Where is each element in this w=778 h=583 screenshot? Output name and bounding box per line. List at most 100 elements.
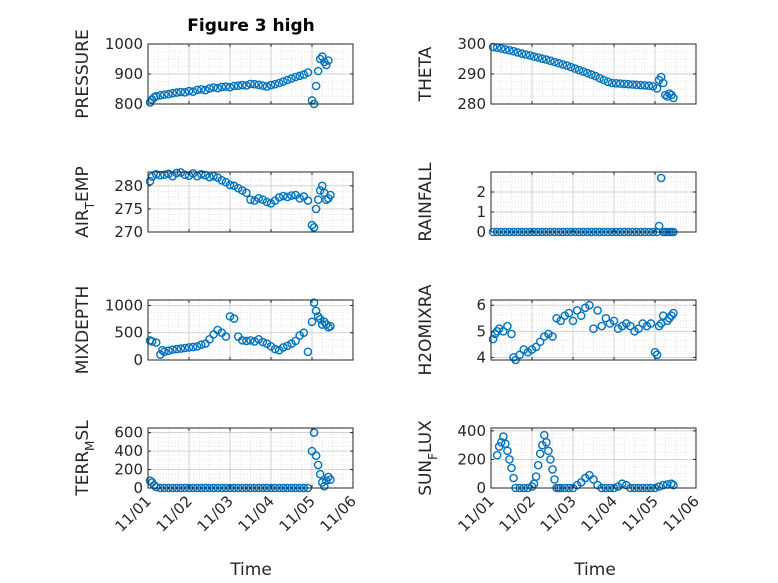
- figure-title: Figure 3 high: [187, 16, 315, 36]
- subplot-5: 0 500 1000 MIXDEPTH: [73, 286, 354, 375]
- data-point: [544, 446, 553, 456]
- data-point: [246, 336, 255, 345]
- y-axis-label: MIXDEPTH: [73, 286, 93, 375]
- y-tick-label: 900: [114, 65, 143, 83]
- data-point: [283, 75, 292, 85]
- data-point: [615, 79, 625, 88]
- data-point: [603, 77, 613, 87]
- data-point: [505, 455, 514, 464]
- data-point: [326, 321, 335, 331]
- data-point: [550, 475, 559, 484]
- data-point: [578, 67, 588, 76]
- data-point: [303, 68, 313, 77]
- y-axis-label-subscript: T: [83, 201, 97, 210]
- y-axis-label-part: TERR: [73, 451, 93, 497]
- y-axis-label-part: SL: [73, 420, 93, 441]
- data-point: [656, 173, 666, 183]
- x-axis-label-left: Time: [229, 560, 272, 580]
- data-point: [168, 88, 177, 98]
- data-point: [309, 298, 319, 308]
- data-point: [258, 337, 268, 347]
- x-tick-label: 11/03: [194, 492, 237, 535]
- data-point: [303, 347, 313, 357]
- data-point: [311, 451, 321, 460]
- y-tick-label: 280: [114, 177, 143, 195]
- data-point: [488, 42, 498, 52]
- data-point: [313, 66, 323, 76]
- data-point: [172, 344, 181, 354]
- data-point: [515, 350, 525, 360]
- x-tick-label: 11/04: [578, 492, 621, 535]
- x-tick-label: 11/04: [235, 492, 278, 535]
- data-point: [246, 195, 255, 204]
- data-point: [669, 308, 678, 318]
- y-axis-label: PRESSURE: [73, 29, 93, 118]
- y-axis-label-part: THETA: [416, 46, 436, 102]
- data-point: [196, 170, 206, 179]
- x-tick-label: 11/06: [317, 492, 360, 535]
- data-point: [658, 480, 668, 490]
- y-axis-label-part: EMP: [73, 166, 93, 202]
- data-point: [278, 343, 288, 352]
- y-tick-label: 0: [476, 223, 486, 241]
- data-point: [542, 55, 551, 64]
- data-point: [640, 81, 650, 90]
- data-point: [660, 90, 670, 100]
- data-point: [151, 170, 161, 179]
- data-point: [509, 46, 518, 56]
- y-axis-label-subscript: F: [426, 453, 440, 460]
- y-axis-label-part: RAINFALL: [416, 162, 436, 242]
- data-point: [145, 176, 155, 186]
- data-point: [287, 191, 296, 200]
- data-point: [513, 48, 522, 57]
- data-point: [326, 190, 335, 200]
- data-point: [246, 79, 255, 89]
- data-point: [317, 52, 327, 61]
- data-point: [205, 334, 214, 344]
- subplot-3: 270 275 280 AIRTEMP: [73, 166, 354, 241]
- y-axis-label-part: SUN: [416, 460, 436, 496]
- data-point: [309, 223, 319, 232]
- data-point: [192, 171, 202, 181]
- data-point: [535, 449, 545, 459]
- data-point: [172, 88, 181, 97]
- data-point: [322, 60, 331, 70]
- y-tick-label: 800: [114, 95, 143, 113]
- data-point: [295, 194, 305, 203]
- data-point: [658, 78, 668, 88]
- data-point: [221, 82, 231, 91]
- data-point: [669, 480, 678, 490]
- data-point: [225, 82, 235, 92]
- data-point: [517, 49, 527, 58]
- data-point: [525, 51, 535, 60]
- y-tick-label: 1: [476, 203, 486, 221]
- data-point: [250, 79, 259, 89]
- data-point: [250, 337, 259, 346]
- data-point: [229, 314, 239, 323]
- x-tick-label: 11/06: [660, 492, 703, 535]
- y-tick-label: 300: [457, 35, 486, 53]
- data-point: [313, 460, 323, 470]
- data-point: [188, 342, 198, 352]
- data-point: [531, 342, 541, 352]
- data-point: [556, 316, 566, 326]
- data-point: [644, 81, 654, 90]
- data-point: [654, 221, 664, 231]
- x-tick-label: 11/01: [455, 492, 498, 535]
- data-point: [242, 188, 251, 198]
- data-point: [311, 204, 321, 214]
- y-axis-label-part: LUX: [416, 420, 436, 453]
- data-point: [636, 80, 645, 90]
- data-point: [242, 336, 251, 346]
- data-point: [151, 482, 161, 492]
- data-point: [225, 180, 235, 190]
- data-point: [291, 336, 300, 346]
- x-tick-label: 11/03: [537, 492, 580, 535]
- data-point: [562, 61, 572, 70]
- x-tick-label: 11/01: [112, 492, 155, 535]
- data-point: [319, 481, 329, 491]
- data-point: [184, 86, 194, 96]
- data-point: [266, 80, 276, 90]
